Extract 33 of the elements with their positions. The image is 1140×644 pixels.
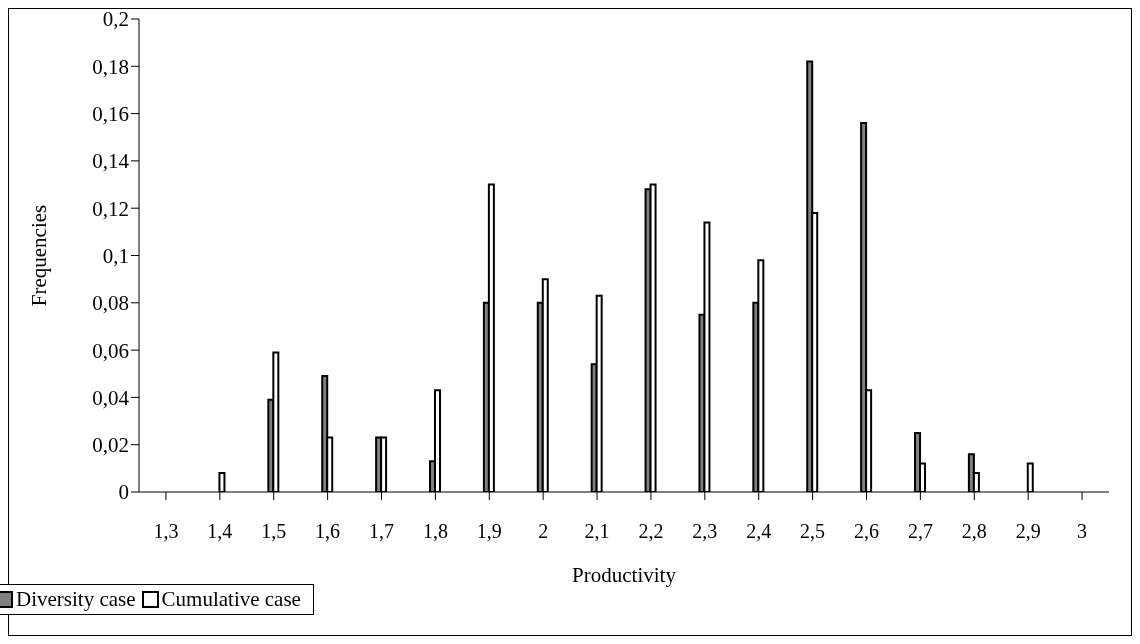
y-tick-label: 0	[118, 480, 129, 505]
x-tick-label: 1,5	[261, 520, 287, 543]
y-tick-label: 0,04	[92, 385, 130, 410]
y-tick-label: 0,02	[92, 433, 129, 458]
y-tick-label: 0,08	[92, 291, 129, 316]
x-tick-label: 1,3	[153, 520, 179, 543]
y-tick-label: 0,1	[102, 243, 129, 268]
legend-label: Cumulative case	[160, 587, 301, 612]
y-tick-label: 0,06	[92, 338, 129, 363]
x-tick-label: 1,7	[369, 520, 394, 543]
x-tick-label: 2,4	[746, 520, 772, 543]
y-tick-label: 0,14	[92, 149, 130, 174]
x-tick-label: 1,9	[476, 520, 502, 543]
x-tick-label: 2	[538, 520, 549, 543]
x-tick-label: 2,7	[907, 520, 933, 543]
x-tick-label: 2,1	[584, 520, 610, 543]
x-tick-label: 2,3	[692, 520, 718, 543]
legend-label: Diversity case	[15, 587, 136, 612]
y-tick-label: 0,16	[92, 102, 129, 127]
x-axis-title: Productivity	[572, 563, 677, 587]
x-tick-label: 2,5	[800, 520, 826, 543]
x-tick-label: 2,2	[638, 520, 664, 543]
x-tick-label: 3	[1077, 520, 1088, 543]
x-tick-label: 1,4	[207, 520, 233, 543]
x-tick-label: 1,6	[315, 520, 341, 543]
y-tick-label: 0,18	[92, 54, 129, 79]
x-tick-label: 2,8	[961, 520, 987, 543]
x-tick-label: 1,8	[422, 520, 448, 543]
y-axis-title: Frequencies	[27, 204, 52, 307]
x-tick-label: 2,9	[1015, 520, 1041, 543]
x-tick-label: 2,6	[854, 520, 879, 543]
y-tick-label: 0,12	[92, 196, 129, 221]
y-tick-label: 0,2	[102, 7, 129, 32]
